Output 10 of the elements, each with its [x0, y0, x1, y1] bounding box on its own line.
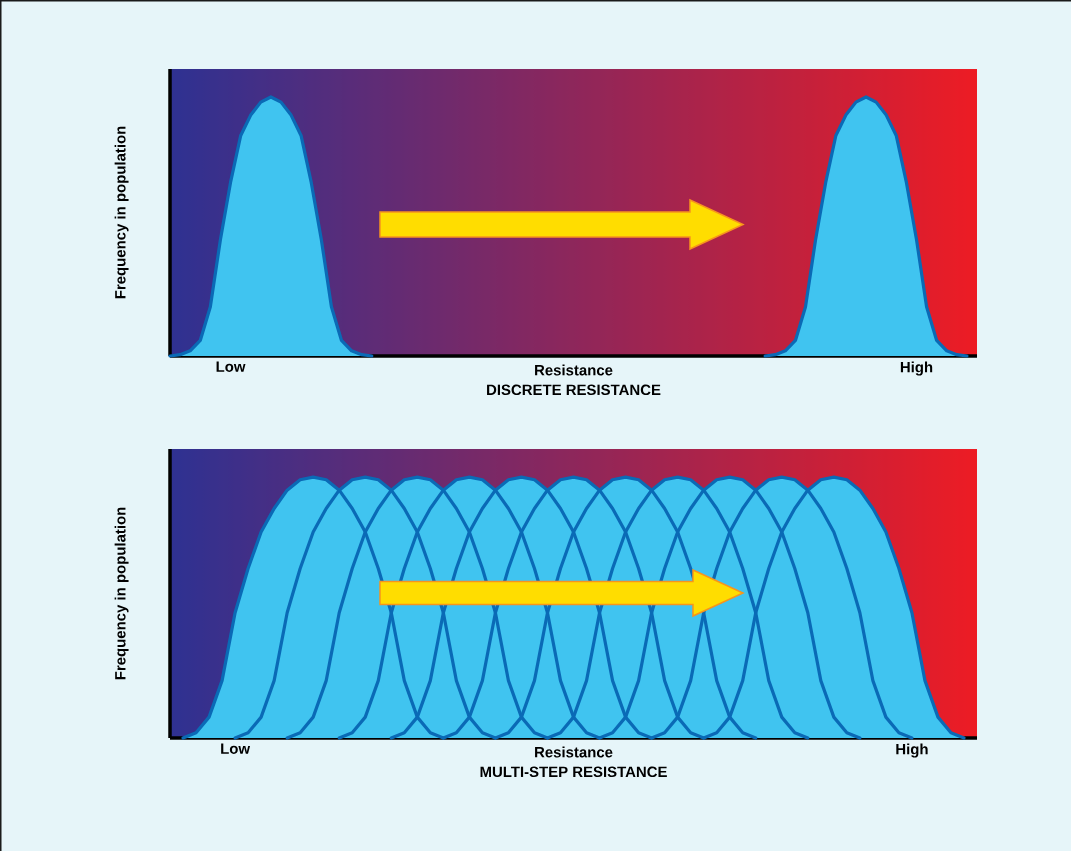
- x-tick-label: Low: [221, 743, 251, 754]
- text: DISCRETE RESISTANCE: [487, 384, 661, 396]
- y-axis-title: Frequency in population: [114, 507, 129, 680]
- x-tick-label: High: [900, 361, 933, 376]
- x-axis-title: Resistance: [535, 746, 613, 758]
- text: MULTI-STEP RESISTANCE: [480, 766, 667, 778]
- y-axis-title: Frequency in population: [114, 126, 129, 299]
- x-tick-label: High: [896, 743, 928, 758]
- x-axis-title: Resistance: [535, 364, 613, 376]
- x-tick-label: Low: [216, 361, 246, 372]
